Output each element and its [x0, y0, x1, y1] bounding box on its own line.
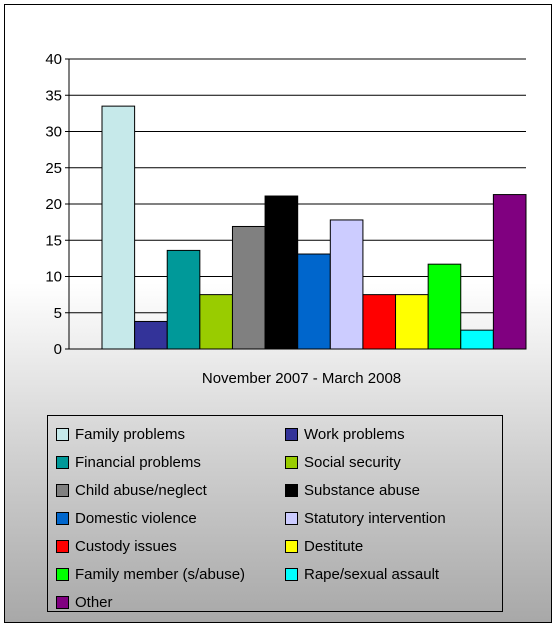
legend-swatch — [56, 567, 69, 581]
legend-swatch — [56, 595, 69, 609]
legend-item: Work problems — [285, 424, 405, 444]
legend-swatch — [56, 539, 69, 553]
legend-swatch — [56, 483, 69, 497]
legend-item: Family problems — [56, 424, 185, 444]
bar-custody-issues — [362, 294, 397, 350]
legend-label: Rape/sexual assault — [304, 565, 440, 583]
legend-label: Work problems — [304, 425, 405, 443]
legend-label: Domestic violence — [75, 509, 197, 527]
legend-item: Other — [56, 592, 113, 612]
x-axis-label: November 2007 - March 2008 — [202, 370, 401, 387]
y-tick-label: 30 — [45, 124, 62, 141]
bar-rape-sexual-assault — [460, 329, 494, 350]
legend-item: Family member (s/abuse) — [56, 564, 245, 584]
bar-social-security — [199, 294, 233, 350]
legend-label: Financial problems — [75, 453, 201, 471]
bar-family-member-s-abuse — [427, 263, 462, 350]
legend-label: Social security — [304, 453, 401, 471]
legend-swatch — [56, 455, 69, 469]
legend: Family problems Work problems Financial pr… — [47, 415, 503, 612]
legend-item: Rape/sexual assault — [285, 564, 439, 584]
legend-swatch — [56, 427, 69, 441]
bar-domestic-violence — [297, 253, 331, 350]
y-tick-label: 35 — [45, 87, 62, 104]
legend-item: Substance abuse — [285, 480, 420, 500]
legend-item: Custody issues — [56, 536, 177, 556]
legend-label: Child abuse/neglect — [75, 481, 207, 499]
legend-label: Substance abuse — [304, 481, 420, 499]
legend-item: Financial problems — [56, 452, 201, 472]
legend-item: Social security — [285, 452, 401, 472]
legend-label: Destitute — [304, 537, 364, 555]
legend-swatch — [285, 427, 298, 441]
bar-work-problems — [134, 320, 168, 350]
bar-chart: 0 5 10 15 20 25 30 35 40 November 2007 - March 20… — [45, 51, 527, 387]
chart-frame: 0 5 10 15 20 25 30 35 40 November 2007 - March 20… — [4, 4, 552, 623]
legend-swatch — [56, 511, 69, 525]
bar-statutory-intervention — [329, 219, 364, 350]
legend-item: Child abuse/neglect — [56, 480, 207, 500]
y-tick-label: 0 — [54, 341, 62, 358]
bar-destitute — [395, 294, 429, 350]
bar-substance-abuse — [264, 195, 299, 350]
legend-swatch — [285, 567, 298, 581]
bar-child-abuse-neglect — [231, 225, 266, 350]
legend-item: Destitute — [285, 536, 363, 556]
legend-item: Domestic violence — [56, 508, 197, 528]
legend-item: Statutory intervention — [285, 508, 446, 528]
legend-label: Family member (s/abuse) — [75, 565, 246, 583]
y-tick-label: 15 — [45, 232, 62, 249]
bar-financial-problems — [166, 249, 201, 350]
y-tick-label: 5 — [54, 305, 62, 322]
y-tick-label: 20 — [45, 196, 62, 213]
legend-swatch — [285, 511, 298, 525]
legend-label: Statutory intervention — [304, 509, 446, 527]
y-tick-label: 40 — [45, 51, 62, 68]
y-tick-label: 25 — [45, 160, 62, 177]
legend-label: Custody issues — [75, 537, 177, 555]
y-tick-label: 10 — [45, 269, 62, 286]
legend-swatch — [285, 455, 298, 469]
legend-label: Other — [75, 593, 113, 611]
legend-swatch — [285, 483, 298, 497]
bar-family-problems — [101, 105, 136, 350]
legend-label: Family problems — [75, 425, 186, 443]
legend-swatch — [285, 539, 298, 553]
bar-other — [492, 194, 527, 350]
